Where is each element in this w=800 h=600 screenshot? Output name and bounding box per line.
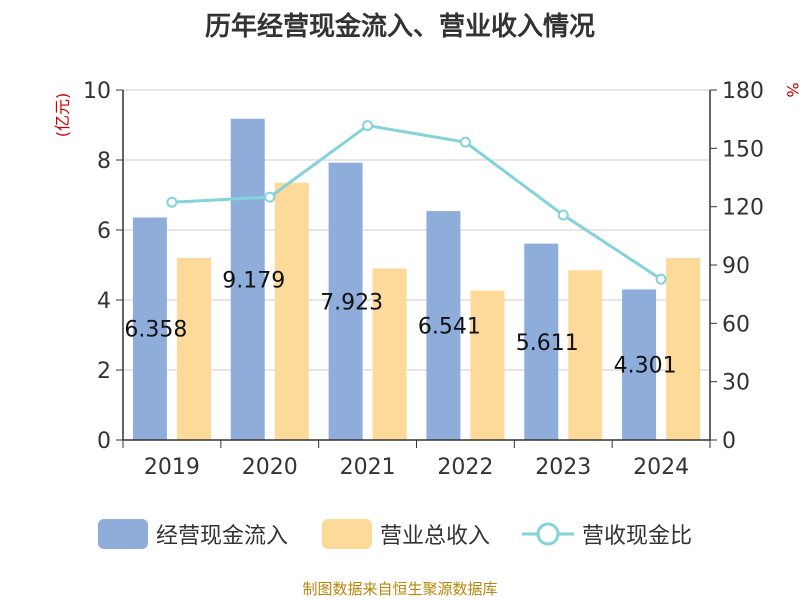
y-right-tick-label: 30 xyxy=(722,371,750,396)
axes: 0 2 4 6 8 10 0 30 60 90 120 150 180 2019 2020 2021 2022 2… xyxy=(83,79,764,480)
bar-revenue xyxy=(666,258,701,440)
legend-swatch-revenue xyxy=(322,519,372,549)
bar-revenue xyxy=(470,290,505,440)
bar-cash-inflow xyxy=(524,243,559,440)
bar-revenue xyxy=(274,182,309,440)
y-axis-right-label: % xyxy=(783,82,800,97)
y-right-tick-label: 150 xyxy=(722,137,764,162)
x-tick-label: 2021 xyxy=(340,455,396,480)
data-label: 6.541 xyxy=(418,315,481,340)
ratio-point xyxy=(459,136,471,148)
bar-revenue xyxy=(372,268,407,440)
legend-line-marker-icon xyxy=(522,522,574,546)
legend-item-revenue[interactable]: 营业总收入 xyxy=(322,516,490,552)
data-labels: 6.358 9.179 7.923 6.541 5.611 4.301 xyxy=(124,268,676,378)
bar-revenue xyxy=(568,270,603,440)
data-label: 6.358 xyxy=(124,318,187,343)
y-left-tick-label: 8 xyxy=(97,149,111,174)
bar-cash-inflow xyxy=(328,162,363,440)
source-note: 制图数据来自恒生聚源数据库 xyxy=(302,580,498,598)
x-tick-label: 2023 xyxy=(535,455,591,480)
ratio-point xyxy=(166,196,178,208)
grid-lines xyxy=(123,89,710,371)
ratio-point xyxy=(362,120,374,132)
x-tick-label: 2024 xyxy=(633,455,689,480)
data-label: 5.611 xyxy=(516,331,579,356)
ratio-point xyxy=(264,191,276,203)
bar-revenue xyxy=(176,258,211,440)
y-axis-left-label: (亿元) xyxy=(53,93,72,138)
x-tick-label: 2022 xyxy=(437,455,493,480)
ratio-point xyxy=(655,273,667,285)
legend-label-revenue: 营业总收入 xyxy=(380,524,491,549)
x-tick-label: 2020 xyxy=(242,455,298,480)
y-left-tick-label: 4 xyxy=(97,289,111,314)
bar-cash-inflow xyxy=(132,217,167,440)
data-label: 7.923 xyxy=(320,290,383,315)
y-right-tick-label: 180 xyxy=(722,79,764,104)
data-label: 9.179 xyxy=(222,268,285,293)
bar-cash-inflow xyxy=(622,289,657,440)
legend-swatch-cash-inflow xyxy=(98,519,148,549)
y-right-tick-label: 90 xyxy=(722,254,750,279)
y-left-tick-label: 10 xyxy=(83,79,111,104)
ratio-line-series xyxy=(166,120,667,285)
y-left-tick-label: 6 xyxy=(97,219,111,244)
legend-label-ratio: 营收现金比 xyxy=(582,524,693,549)
legend-item-ratio[interactable]: 营收现金比 xyxy=(522,516,692,552)
legend-item-cash-inflow[interactable]: 经营现金流入 xyxy=(98,516,288,552)
ratio-line xyxy=(171,123,662,281)
bar-cash-inflow xyxy=(426,211,461,440)
y-right-tick-label: 0 xyxy=(722,429,736,454)
y-left-tick-label: 2 xyxy=(97,359,111,384)
legend-label-cash-inflow: 经营现金流入 xyxy=(156,524,289,549)
y-left-tick-label: 0 xyxy=(97,429,111,454)
bars xyxy=(132,118,701,441)
ratio-point xyxy=(557,209,569,221)
bar-cash-inflow xyxy=(230,118,265,441)
data-label: 4.301 xyxy=(614,354,677,379)
y-right-tick-label: 120 xyxy=(722,196,764,221)
x-tick-label: 2019 xyxy=(144,455,200,480)
y-right-tick-label: 60 xyxy=(722,312,750,337)
chart-title: 历年经营现金流入、营业收入情况 xyxy=(204,12,595,42)
